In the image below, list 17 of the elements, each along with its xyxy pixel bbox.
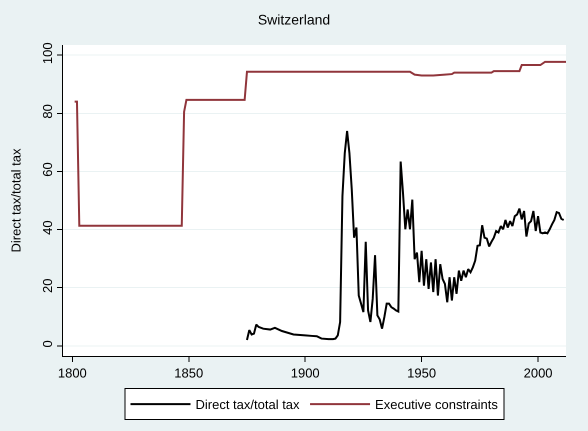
line-series <box>246 130 565 342</box>
x-tick-label: 1950 <box>407 366 436 381</box>
legend-label: Direct tax/total tax <box>196 397 300 412</box>
x-tick-label: 1900 <box>290 366 320 381</box>
y-tick-label: 0 <box>40 340 55 348</box>
x-tick-label: 1800 <box>58 366 87 381</box>
y-tick-label: 100 <box>40 42 55 64</box>
y-axis-title: Direct tax/total tax <box>8 148 24 253</box>
line-series <box>74 60 566 227</box>
x-tick-label: 1850 <box>174 366 204 381</box>
y-tick-label: 20 <box>40 278 55 293</box>
chart-title: Switzerland <box>258 11 330 28</box>
x-tick-label: 2000 <box>524 366 553 381</box>
legend-label: Executive constraints <box>375 397 498 412</box>
y-tick-label: 80 <box>40 104 55 119</box>
y-tick-label: 60 <box>40 162 55 177</box>
y-tick-label: 40 <box>40 220 55 235</box>
